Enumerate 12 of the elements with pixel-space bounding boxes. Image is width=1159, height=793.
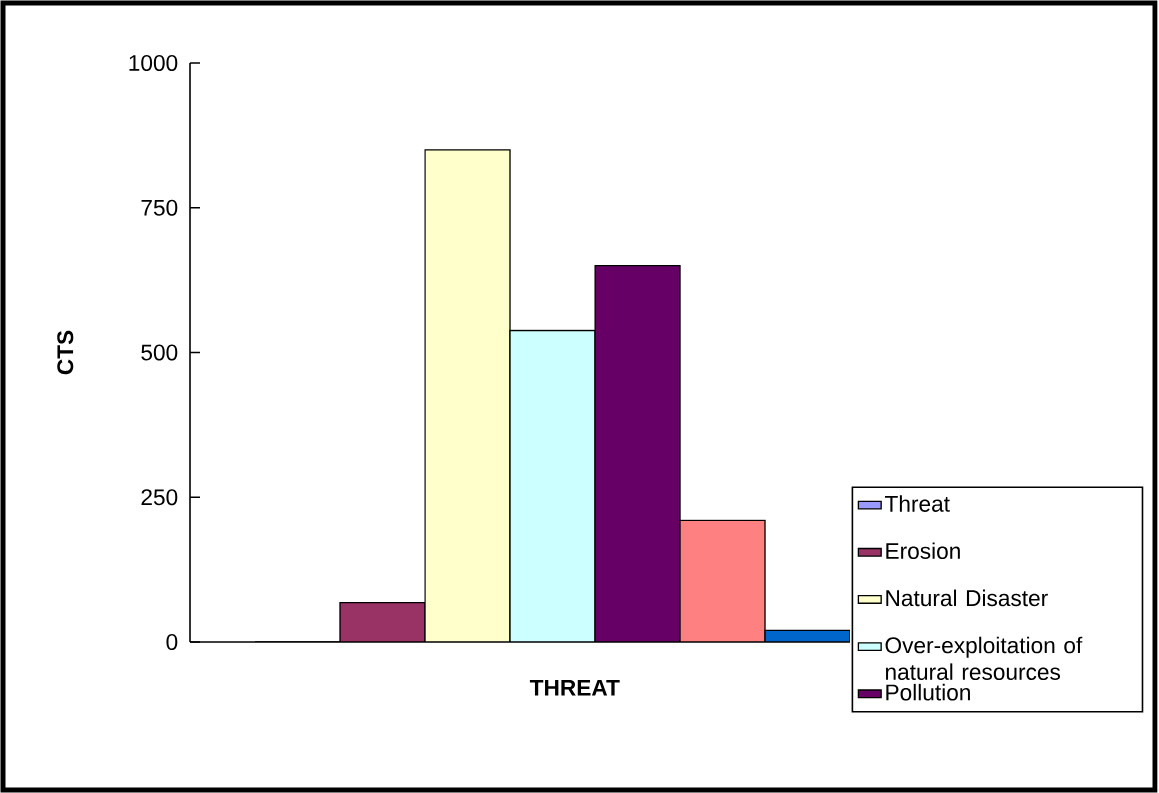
legend-label: Over-exploitation of natural resources (885, 636, 1083, 681)
legend-label: Pollution (886, 683, 970, 701)
y-tick-label: 500 (141, 344, 178, 361)
legend-label: Threat (884, 495, 950, 512)
y-tick-label: 250 (141, 489, 178, 506)
y-axis-title: CTS (57, 330, 74, 375)
y-tick-label: 1000 (129, 54, 178, 72)
legend-label: Erosion (886, 542, 960, 560)
y-tick-label: 750 (141, 199, 178, 216)
y-tick-label: 0 (166, 633, 178, 651)
x-axis-title: THREAT (529, 679, 620, 696)
legend-label: Natural Disaster (886, 589, 1048, 607)
